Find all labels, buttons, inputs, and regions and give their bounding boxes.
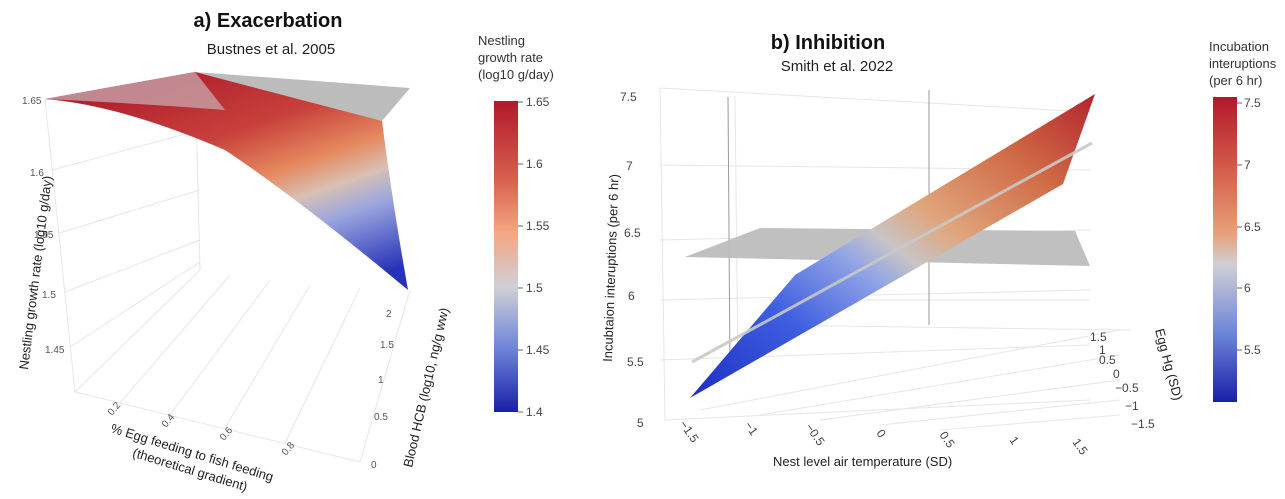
colorbar-a-tick: 1.5 (526, 281, 543, 295)
panel-a-z-label: Nestling growth rate (log10 g/day) (16, 175, 55, 370)
panel-b-x-tick: −1 (742, 419, 762, 439)
panel-b-z-ticks: 7.5 7 6.5 6 5.5 5 (620, 90, 644, 430)
panel-b-y-tick: 0 (1113, 367, 1120, 381)
colorbar-b-title-line3: (per 6 hr) (1209, 73, 1262, 88)
colorbar-b-title-line1: Incubation (1209, 39, 1269, 54)
panel-a-z-tick: 1.65 (22, 96, 42, 107)
panel-b-x-tick: −1.5 (677, 418, 702, 446)
panel-b-y-tick: −1 (1125, 399, 1139, 413)
colorbar-b-tick: 7.5 (1244, 96, 1261, 110)
panel-a-surface (45, 72, 408, 290)
colorbar-a-tick: 1.45 (526, 343, 550, 357)
panel-b-title: b) Inhibition (771, 32, 885, 54)
panel-a-z-tick: 1.6 (30, 168, 44, 179)
panel-b-z-tick: 5 (637, 416, 644, 430)
panel-b-y-tick: −0.5 (1115, 381, 1139, 395)
colorbar-a-tick: 1.4 (526, 405, 543, 419)
panel-a-x-label: % Egg feeding to fish feeding (theoretic… (109, 421, 275, 495)
panel-b-colorbar: Incubation interuptions (per 6 hr) 7.5 7… (1209, 39, 1277, 402)
panel-a-z-tick: 1.55 (34, 230, 54, 241)
panel-b-x-tick: 0.5 (937, 429, 958, 451)
panel-a-y-tick: 1 (378, 375, 384, 386)
panel-a-z-tick: 1.45 (45, 345, 65, 356)
colorbar-b-tick: 5.5 (1244, 343, 1261, 357)
panel-b-z-tick: 7 (626, 159, 633, 173)
panel-b-z-tick: 6.5 (624, 226, 641, 240)
panel-a-surface-upper (45, 72, 225, 110)
colorbar-a-gradient (494, 101, 518, 412)
panel-b-y-tick: 1.5 (1090, 330, 1107, 344)
panel-b-x-tick: 1.5 (1070, 436, 1091, 458)
panel-b-x-label: Nest level air temperature (SD) (773, 454, 952, 469)
panel-a: a) Exacerbation Bustnes et al. 2005 1.65 (16, 10, 554, 495)
panel-b-subtitle: Smith et al. 2022 (781, 58, 894, 75)
colorbar-b-tick: 6.5 (1244, 220, 1261, 234)
panel-a-y-label: Blood HCB (log10, ng/g ww) (400, 306, 451, 469)
panel-a-gridlines (44, 69, 411, 463)
panel-b-y-ticks: 1.5 1 0.5 0 −0.5 −1 −1.5 (1090, 330, 1155, 431)
colorbar-a-title-line1: Nestling (478, 33, 525, 48)
colorbar-b-tick: 6 (1244, 281, 1251, 295)
panel-b-z-tick: 5.5 (627, 355, 644, 369)
panel-a-y-tick: 0.5 (374, 412, 388, 423)
panel-a-x-tick: 0.4 (160, 412, 178, 430)
panel-b-x-tick: −0.5 (803, 421, 828, 449)
panel-b-fit-line (691, 141, 1093, 364)
panel-a-colorbar: Nestling growth rate (log10 g/day) 1.65 … (478, 33, 554, 419)
panel-a-title: a) Exacerbation (194, 10, 343, 32)
panel-a-y-tick: 1.5 (380, 340, 394, 351)
colorbar-b-tick: 7 (1244, 158, 1251, 172)
panel-b-surface (690, 94, 1095, 398)
panel-b-y-tick: −1.5 (1131, 417, 1155, 431)
panel-a-y-tick: 0 (371, 460, 377, 471)
colorbar-b-title-line2: interuptions (1209, 56, 1277, 71)
panel-b-x-tick: 0 (874, 427, 889, 441)
panel-b-y-tick: 0.5 (1099, 353, 1116, 367)
panel-b-y-label: Egg Hg (SD) (1152, 327, 1186, 402)
panel-b-x-ticks: −1.5 −1 −0.5 0 0.5 1 1.5 (677, 418, 1091, 458)
colorbar-a-tick: 1.55 (526, 219, 550, 233)
panel-a-subtitle: Bustnes et al. 2005 (207, 41, 335, 58)
colorbar-a-tick: 1.65 (526, 95, 550, 109)
colorbar-a-tick: 1.6 (526, 157, 543, 171)
panel-a-z-tick: 1.5 (42, 290, 56, 301)
panel-b: b) Inhibition Smith et al. 2022 (600, 32, 1277, 469)
colorbar-b-gradient (1213, 97, 1237, 402)
panel-a-y-ticks: 0 0.5 1 1.5 2 (371, 309, 394, 471)
panel-b-y-tick: 1 (1099, 343, 1106, 357)
panel-b-z-label: Incubtaion interuptions (per 6 hr) (600, 174, 622, 362)
colorbar-a-title-line2: growth rate (478, 50, 543, 65)
panel-b-z-tick: 7.5 (620, 90, 637, 104)
panel-b-z-tick: 6 (628, 289, 635, 303)
panel-a-y-tick: 2 (386, 309, 392, 320)
panel-a-z-ticks: 1.65 1.6 1.55 1.5 1.45 (22, 96, 65, 356)
panel-b-x-tick: 1 (1007, 434, 1022, 448)
colorbar-a-title-line3: (log10 g/day) (478, 67, 554, 82)
